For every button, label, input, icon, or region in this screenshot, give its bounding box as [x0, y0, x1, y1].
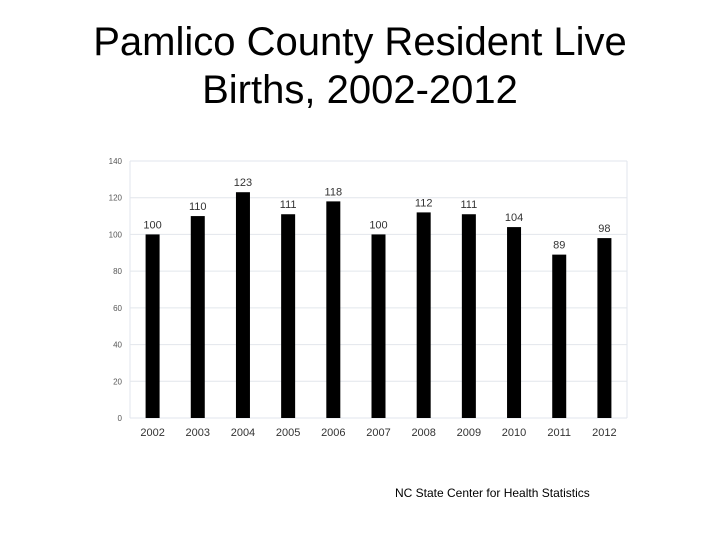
data-label: 111	[280, 199, 297, 211]
data-label: 100	[369, 219, 387, 231]
y-tick-label: 140	[109, 157, 123, 166]
x-tick-label: 2009	[457, 427, 481, 439]
data-label: 111	[460, 199, 477, 211]
bar	[281, 214, 296, 418]
title-line-1: Pamlico County Resident Live	[93, 20, 627, 64]
x-tick-label: 2007	[366, 427, 390, 439]
bar	[190, 216, 205, 418]
data-label: 104	[505, 212, 523, 224]
x-tick-label: 2012	[592, 427, 616, 439]
bar	[416, 212, 431, 418]
bar	[507, 227, 522, 418]
x-tick-label: 2005	[276, 427, 300, 439]
y-tick-label: 80	[113, 267, 122, 276]
y-tick-label: 60	[113, 304, 122, 313]
data-label: 123	[234, 177, 252, 189]
bar	[145, 234, 160, 418]
slide-title: Pamlico County Resident Live Births, 200…	[0, 18, 720, 114]
data-label: 100	[143, 219, 161, 231]
x-tick-label: 2008	[411, 427, 435, 439]
data-label: 89	[553, 240, 565, 252]
x-tick-label: 2004	[231, 427, 255, 439]
y-tick-label: 100	[109, 230, 123, 239]
bar	[371, 234, 386, 418]
y-tick-label: 120	[109, 194, 123, 203]
bar	[597, 238, 612, 418]
source-note: NC State Center for Health Statistics	[395, 486, 590, 500]
y-tick-label: 40	[113, 341, 122, 350]
y-tick-label: 20	[113, 377, 122, 386]
x-tick-label: 2006	[321, 427, 345, 439]
data-label: 118	[325, 186, 343, 198]
title-line-2: Births, 2002-2012	[202, 68, 518, 112]
bar	[552, 254, 567, 418]
data-label: 110	[189, 201, 207, 213]
x-tick-label: 2010	[502, 427, 526, 439]
x-tick-label: 2003	[186, 427, 210, 439]
data-label: 112	[415, 197, 433, 209]
x-tick-label: 2002	[140, 427, 164, 439]
bar	[235, 192, 250, 418]
x-tick-label: 2011	[547, 427, 571, 439]
data-label: 98	[598, 223, 610, 235]
bar	[326, 201, 341, 418]
y-tick-label: 0	[118, 414, 123, 423]
bar	[461, 214, 476, 418]
